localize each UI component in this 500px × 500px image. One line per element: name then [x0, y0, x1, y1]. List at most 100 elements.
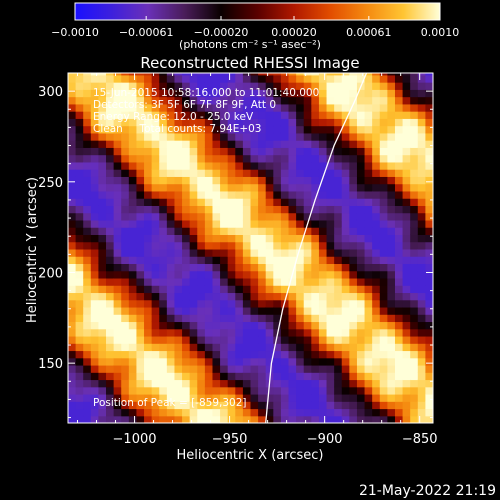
heatmap-cell: [387, 190, 396, 199]
heatmap-cell: [227, 306, 236, 315]
heatmap-cell: [182, 364, 191, 373]
heatmap-cell: [394, 343, 404, 352]
heatmap-cell: [189, 379, 198, 388]
heatmap-cell: [311, 74, 320, 83]
heatmap-cell: [220, 74, 229, 83]
heatmap-cell: [166, 198, 176, 206]
heatmap-cell: [311, 140, 320, 148]
heatmap-cell: [197, 248, 206, 257]
heatmap-cell: [235, 132, 244, 141]
heatmap-cell: [318, 386, 328, 395]
heatmap-cell: [166, 190, 176, 199]
heatmap-cell: [75, 364, 84, 373]
heatmap-cell: [197, 256, 206, 265]
heatmap-cell: [387, 285, 396, 294]
heatmap-cell: [318, 350, 328, 359]
heatmap-cell: [242, 263, 252, 272]
heatmap-cell: [280, 73, 290, 76]
heatmap-cell: [334, 111, 343, 119]
heatmap-cell: [197, 147, 206, 156]
heatmap-cell: [136, 314, 145, 323]
heatmap-cell: [334, 147, 343, 156]
heatmap-cell: [68, 140, 77, 148]
heatmap-cell: [303, 205, 312, 214]
heatmap-cell: [296, 74, 305, 83]
heatmap-cell: [242, 205, 252, 214]
heatmap-cell: [106, 132, 115, 141]
heatmap-cell: [75, 241, 84, 250]
heatmap-cell: [372, 277, 381, 286]
heatmap-cell: [303, 321, 312, 330]
heatmap-cell: [349, 321, 358, 330]
heatmap-cell: [121, 82, 130, 90]
heatmap-cell: [98, 379, 107, 388]
heatmap-cell: [341, 386, 350, 395]
heatmap-cell: [68, 205, 77, 214]
heatmap-cell: [372, 263, 381, 272]
heatmap-cell: [410, 292, 419, 301]
heatmap-cell: [341, 205, 350, 214]
heatmap-cell: [273, 256, 282, 265]
heatmap-cell: [250, 314, 259, 323]
heatmap-cell: [273, 132, 282, 141]
heatmap-cell: [151, 277, 160, 286]
heatmap-cell: [174, 335, 183, 344]
heatmap-cell: [341, 212, 350, 221]
heatmap-cell: [220, 350, 229, 359]
heatmap-cell: [417, 393, 426, 402]
heatmap-cell: [379, 270, 388, 279]
heatmap-cell: [394, 82, 404, 90]
heatmap-cell: [273, 227, 282, 235]
heatmap-cell: [341, 408, 350, 417]
heatmap-cell: [280, 183, 290, 192]
heatmap-cell: [128, 401, 138, 410]
heatmap-cell: [189, 140, 198, 148]
heatmap-cell: [280, 343, 290, 352]
heatmap-cell: [341, 256, 350, 265]
heatmap-cell: [402, 103, 411, 112]
heatmap-cell: [166, 118, 176, 127]
heatmap-cell: [280, 205, 290, 214]
heatmap-cell: [402, 328, 411, 337]
heatmap-cell: [265, 227, 274, 235]
heatmap-cell: [121, 321, 130, 330]
heatmap-cell: [166, 234, 176, 243]
heatmap-cell: [265, 161, 274, 170]
heatmap-cell: [402, 408, 411, 417]
heatmap-cell: [166, 111, 176, 119]
heatmap-cell: [121, 147, 130, 156]
heatmap-cell: [296, 154, 305, 163]
heatmap-cell: [364, 212, 373, 221]
heatmap-cell: [151, 212, 160, 221]
heatmap-cell: [250, 125, 259, 134]
x-tick-label: −950: [212, 432, 248, 447]
heatmap-cell: [379, 227, 388, 235]
heatmap-cell: [151, 401, 160, 410]
heatmap-cell: [402, 89, 411, 98]
heatmap-cell: [410, 379, 419, 388]
heatmap-cell: [212, 321, 221, 330]
heatmap-cell: [394, 306, 404, 315]
heatmap-cell: [349, 140, 358, 148]
heatmap-cell: [212, 234, 221, 243]
heatmap-cell: [334, 118, 343, 127]
heatmap-cell: [265, 306, 274, 315]
heatmap-cell: [387, 234, 396, 243]
heatmap-cell: [379, 393, 388, 402]
heatmap-cell: [394, 74, 404, 83]
heatmap-cell: [106, 96, 115, 105]
heatmap-cell: [334, 82, 343, 90]
heatmap-cell: [90, 118, 100, 127]
heatmap-cell: [106, 386, 115, 395]
heatmap-cell: [334, 73, 343, 76]
heatmap-cell: [334, 176, 343, 185]
heatmap-cell: [106, 161, 115, 170]
heatmap-cell: [372, 343, 381, 352]
heatmap-cell: [166, 328, 176, 337]
heatmap-cell: [166, 161, 176, 170]
heatmap-cell: [273, 285, 282, 294]
heatmap-cell: [174, 328, 183, 337]
heatmap-cell: [288, 169, 297, 177]
heatmap-cell: [106, 140, 115, 148]
heatmap-cell: [197, 364, 206, 373]
